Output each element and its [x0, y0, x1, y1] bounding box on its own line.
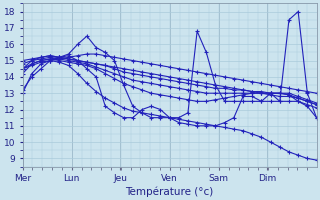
X-axis label: Température (°c): Température (°c) — [125, 186, 214, 197]
